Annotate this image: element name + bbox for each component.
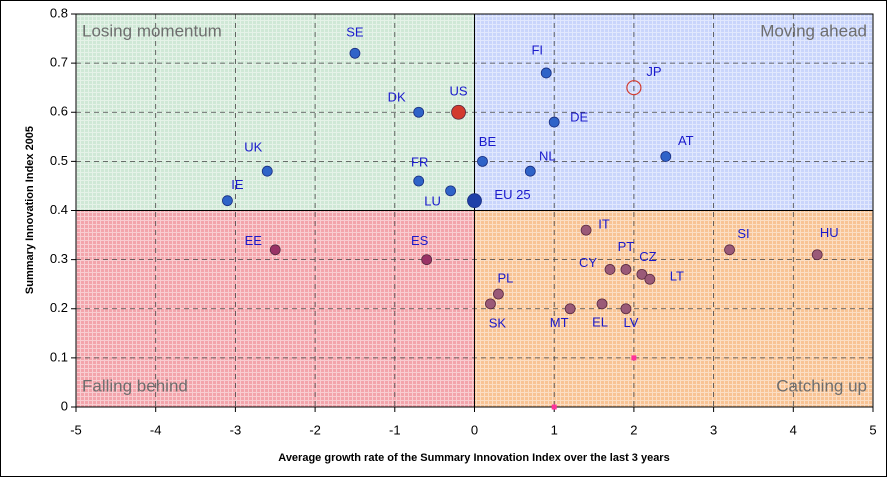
point-label: DK	[388, 90, 406, 105]
y-tick-label: 0.7	[50, 55, 68, 70]
point-label: MT	[550, 315, 569, 330]
point	[636, 268, 648, 280]
point-label: US	[450, 84, 468, 99]
point	[540, 67, 552, 79]
point-label: FR	[411, 154, 428, 169]
x-tick-label: 0	[471, 422, 478, 437]
quadrant-border	[474, 210, 874, 408]
point-label: EE	[245, 233, 263, 248]
point-label: BE	[479, 134, 497, 149]
point	[477, 155, 488, 167]
point	[551, 404, 557, 410]
quadrant-label: Catching up	[776, 376, 867, 395]
point-label: IT	[598, 217, 610, 232]
y-tick-label: 0.2	[50, 300, 68, 315]
x-tick-label: 3	[710, 422, 717, 437]
y-tick-label: 0.4	[50, 202, 68, 217]
point	[644, 273, 656, 285]
x-tick-label: 5	[869, 422, 876, 437]
point-label: HU	[820, 225, 839, 240]
point	[620, 303, 632, 315]
x-tick-label: -2	[309, 422, 321, 437]
y-tick-label: 0.1	[50, 349, 68, 364]
point	[413, 106, 425, 118]
point-label: PT	[618, 239, 635, 254]
point-label: JP	[646, 64, 661, 79]
point	[493, 288, 504, 300]
quadrant-label: Falling behind	[82, 376, 188, 395]
quadrant-label: Moving ahead	[760, 21, 867, 40]
point	[604, 264, 616, 275]
point-label: IE	[231, 177, 244, 192]
point-label: CZ	[639, 249, 656, 264]
point	[564, 303, 576, 315]
point	[626, 80, 642, 96]
point	[724, 244, 735, 256]
x-tick-label: -3	[230, 422, 242, 437]
point	[269, 244, 281, 256]
point	[660, 151, 672, 162]
point	[580, 224, 592, 236]
y-tick-label: 0	[61, 398, 68, 413]
quadrant-label: Losing momentum	[82, 21, 222, 40]
point	[451, 104, 466, 120]
point-label: EL	[592, 314, 608, 329]
x-tick-label: 1	[551, 422, 558, 437]
point	[445, 185, 456, 197]
point-label: NL	[539, 149, 556, 164]
y-tick-label: 0.6	[50, 104, 68, 119]
point	[349, 47, 361, 59]
point	[485, 298, 496, 310]
point	[524, 165, 536, 177]
point-label: PL	[497, 270, 513, 285]
point-label: CY	[579, 255, 597, 270]
y-axis-label: Summary Innovation Index 2005	[24, 126, 36, 294]
point	[620, 264, 632, 275]
point-label: ES	[411, 233, 429, 248]
x-tick-label: -4	[150, 422, 162, 437]
point	[811, 249, 823, 261]
point	[413, 175, 425, 187]
y-tick-label: 0.8	[50, 5, 68, 20]
x-tick-label: 4	[790, 422, 797, 437]
point-label: SI	[737, 226, 749, 241]
x-axis-label: Average growth rate of the Summary Innov…	[278, 452, 669, 464]
y-tick-label: 0.3	[50, 251, 68, 266]
point-label: SK	[489, 315, 507, 330]
point	[467, 193, 482, 209]
point-label: AT	[678, 133, 694, 148]
x-tick-label: 2	[630, 422, 637, 437]
point-label: SE	[346, 25, 364, 40]
x-tick-label: -1	[389, 422, 401, 437]
point-label: EU 25	[494, 187, 530, 202]
point	[421, 254, 433, 266]
point-label: LT	[670, 269, 684, 284]
point-label: UK	[244, 140, 262, 155]
point	[222, 195, 233, 207]
point-label: DE	[570, 110, 588, 125]
point	[261, 165, 273, 177]
point-label: FI	[531, 42, 543, 57]
y-tick-label: 0.5	[50, 153, 68, 168]
point-label: LV	[623, 315, 638, 330]
point	[596, 298, 608, 310]
point-label: LU	[424, 193, 441, 208]
x-tick-label: -5	[70, 422, 82, 437]
point	[631, 355, 637, 361]
point	[548, 116, 560, 128]
